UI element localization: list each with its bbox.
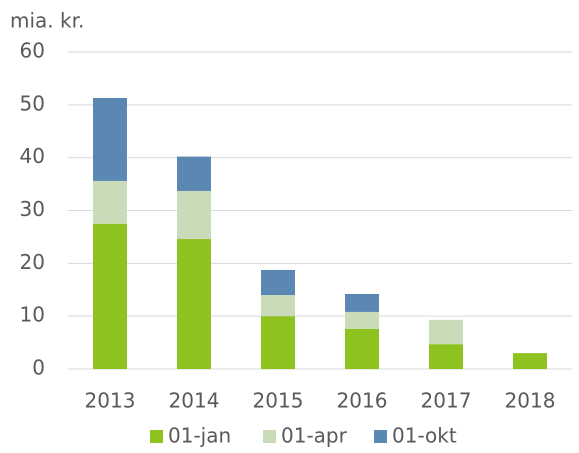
x-tick-label: 2014 bbox=[169, 389, 220, 413]
y-tick-label: 60 bbox=[20, 39, 45, 63]
x-tick-label: 2018 bbox=[505, 389, 556, 413]
bar-segment bbox=[177, 156, 211, 191]
bar-segment bbox=[429, 319, 463, 345]
bar-segment bbox=[261, 295, 295, 317]
bar-segment bbox=[345, 293, 379, 312]
legend-swatch bbox=[263, 430, 276, 443]
bar-segment bbox=[177, 190, 211, 240]
x-tick-label: 2015 bbox=[253, 389, 304, 413]
y-tick-label: 10 bbox=[20, 303, 45, 327]
x-tick-label: 2016 bbox=[337, 389, 388, 413]
bar-segment bbox=[261, 269, 295, 296]
y-tick-label: 40 bbox=[20, 144, 45, 168]
y-tick-label: 20 bbox=[20, 250, 45, 274]
bar-segment bbox=[93, 180, 127, 224]
y-axis-label: mia. kr. bbox=[10, 9, 84, 33]
bar-segment bbox=[93, 223, 127, 369]
bar-segment bbox=[513, 353, 547, 369]
legend-label: 01-apr bbox=[281, 424, 348, 448]
legend-swatch bbox=[374, 430, 387, 443]
legend-swatch bbox=[150, 430, 163, 443]
bar-segment bbox=[177, 239, 211, 369]
y-tick-label: 30 bbox=[20, 197, 45, 221]
bar-segment bbox=[261, 316, 295, 369]
x-tick-label: 2013 bbox=[85, 389, 136, 413]
legend-label: 01-jan bbox=[168, 424, 231, 448]
y-tick-label: 0 bbox=[32, 356, 45, 380]
bar-segment bbox=[429, 344, 463, 369]
y-tick-label: 50 bbox=[20, 91, 45, 115]
bar-segment bbox=[345, 328, 379, 369]
legend-label: 01-okt bbox=[392, 424, 457, 448]
bar-segment bbox=[93, 97, 127, 181]
bar-segment bbox=[345, 311, 379, 329]
x-tick-label: 2017 bbox=[421, 389, 472, 413]
